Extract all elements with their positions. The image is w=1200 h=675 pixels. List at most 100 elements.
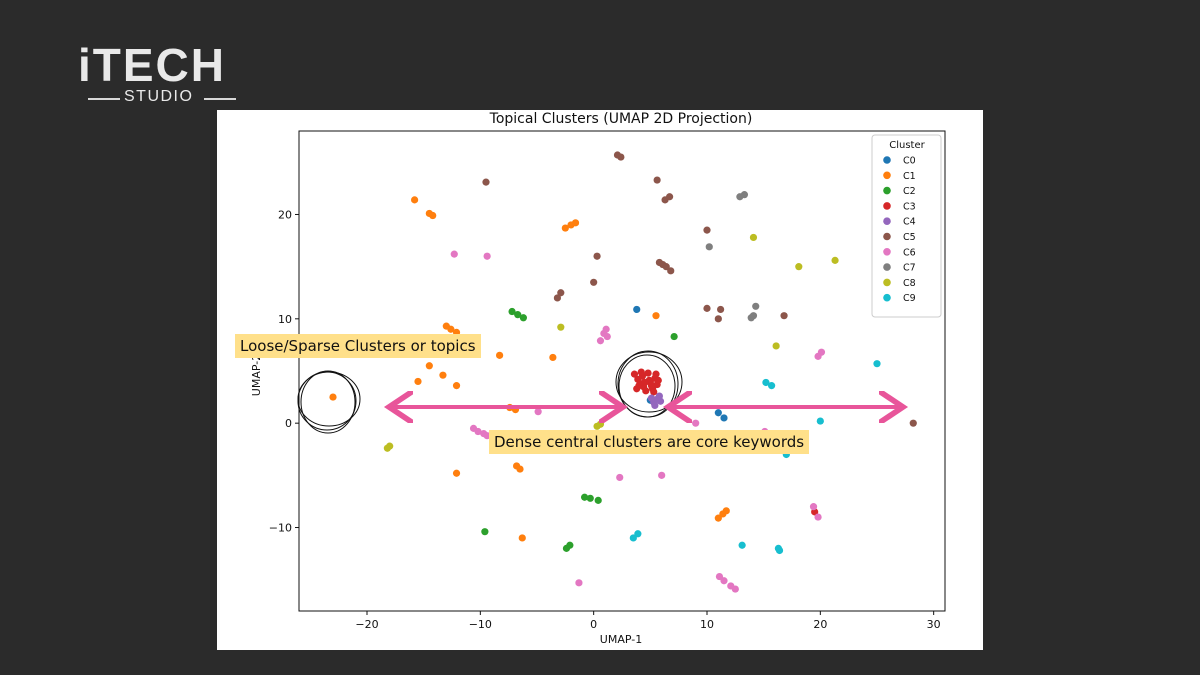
y-tick-label: 0 [285,417,292,430]
data-point-c6 [814,513,822,521]
data-point-c8 [795,263,803,271]
data-point-c2 [514,311,522,319]
data-point-c5 [482,178,490,186]
data-point-c6 [534,408,542,416]
data-point-c6 [600,329,608,338]
legend-marker-c8 [883,278,891,287]
logo-rule-left [88,98,120,100]
data-point-c6 [720,577,728,585]
data-point-c6 [616,473,624,482]
data-point-c3 [642,387,650,395]
data-point-c1 [429,211,437,220]
data-point-c1 [425,362,433,370]
sparse-clusters-callout: Loose/Sparse Clusters or topics [235,334,481,358]
data-point-c3 [630,370,639,378]
brand-name: iTECH [78,39,226,91]
data-point-c6 [483,252,491,260]
data-point-c1 [518,534,526,542]
data-point-c4 [647,394,656,402]
data-point-c3 [641,378,649,387]
legend-label-c0: C0 [903,156,916,167]
data-point-c6 [483,432,491,440]
data-point-c2 [581,493,589,501]
data-point-c5 [909,419,917,427]
data-point-c6 [692,419,700,427]
data-point-c2 [670,332,678,341]
legend-label-c1: C1 [903,171,916,182]
data-point-c1 [714,514,722,522]
legend-marker-c4 [883,217,891,225]
data-point-c2 [481,528,489,536]
data-point-c5 [667,267,675,275]
legend-label-c5: C5 [903,232,916,243]
x-tick-label: 10 [700,618,714,631]
data-point-c6 [731,585,739,593]
data-point-c1 [561,224,569,232]
data-point-c9 [762,378,770,387]
data-point-c1 [549,353,557,362]
data-point-c0 [720,414,728,422]
data-point-c5 [553,294,561,302]
dense-clusters-callout: Dense central clusters are core keywords [489,430,810,454]
data-point-c8 [831,256,839,264]
legend-marker-c3 [883,202,891,210]
brand-sub: STUDIO [124,88,194,105]
legend-label-c7: C7 [903,263,916,274]
data-point-c5 [617,153,625,161]
legend-marker-c1 [883,171,891,180]
x-tick-label: 30 [927,618,941,631]
data-point-c8 [383,444,391,452]
data-point-c5 [653,176,661,184]
data-point-c6 [715,572,724,581]
data-point-c3 [654,376,662,384]
data-point-c5 [590,278,598,286]
x-tick-label: −20 [355,618,378,631]
data-point-c1 [571,219,580,227]
data-point-c5 [557,289,565,297]
data-point-c6 [474,427,482,436]
data-point-c5 [666,193,674,201]
data-point-c7 [752,302,760,310]
legend-marker-c2 [883,186,891,195]
data-point-c1 [496,351,504,359]
data-point-c1 [516,465,524,473]
logo-rule-right [204,98,236,100]
data-point-c9 [768,382,776,390]
chart-title: Topical Clusters (UMAP 2D Projection) [489,111,753,127]
data-point-c1 [447,325,455,333]
data-point-c1 [652,312,660,320]
data-point-c3 [650,388,658,396]
legend-marker-c5 [883,232,891,241]
plot-frame [298,130,946,612]
itech-studio-logo: iTECH STUDIO [74,38,244,110]
dense-cluster-circle [615,350,683,418]
data-point-c9 [629,534,637,542]
data-point-c1 [452,469,461,477]
data-point-c9 [775,546,784,555]
legend-marker-c6 [883,248,891,256]
x-tick-label: 20 [813,618,827,631]
data-point-c5 [593,252,601,260]
data-point-c1 [439,371,447,379]
data-point-c5 [717,305,725,314]
data-point-c9 [738,541,746,549]
legend-label-c4: C4 [903,217,916,228]
legend-label-c9: C9 [903,293,916,304]
data-point-c3 [647,382,656,390]
data-point-c9 [634,530,642,538]
data-point-c6 [658,471,666,479]
data-point-c4 [651,401,659,410]
data-point-c2 [594,496,602,504]
data-point-c9 [816,417,824,425]
sparse-cluster-circle [297,370,361,434]
y-tick-label: 20 [278,208,292,221]
data-point-c3 [637,368,645,376]
x-tick-label: 0 [590,618,597,631]
y-tick-label: 10 [278,313,292,326]
data-point-c5 [780,312,788,320]
data-point-c5 [703,226,711,234]
data-point-c8 [772,342,780,350]
data-point-c7 [740,191,749,199]
data-point-c1 [722,507,730,515]
scatter-chart: Topical Clusters (UMAP 2D Projection) UM… [250,111,946,646]
